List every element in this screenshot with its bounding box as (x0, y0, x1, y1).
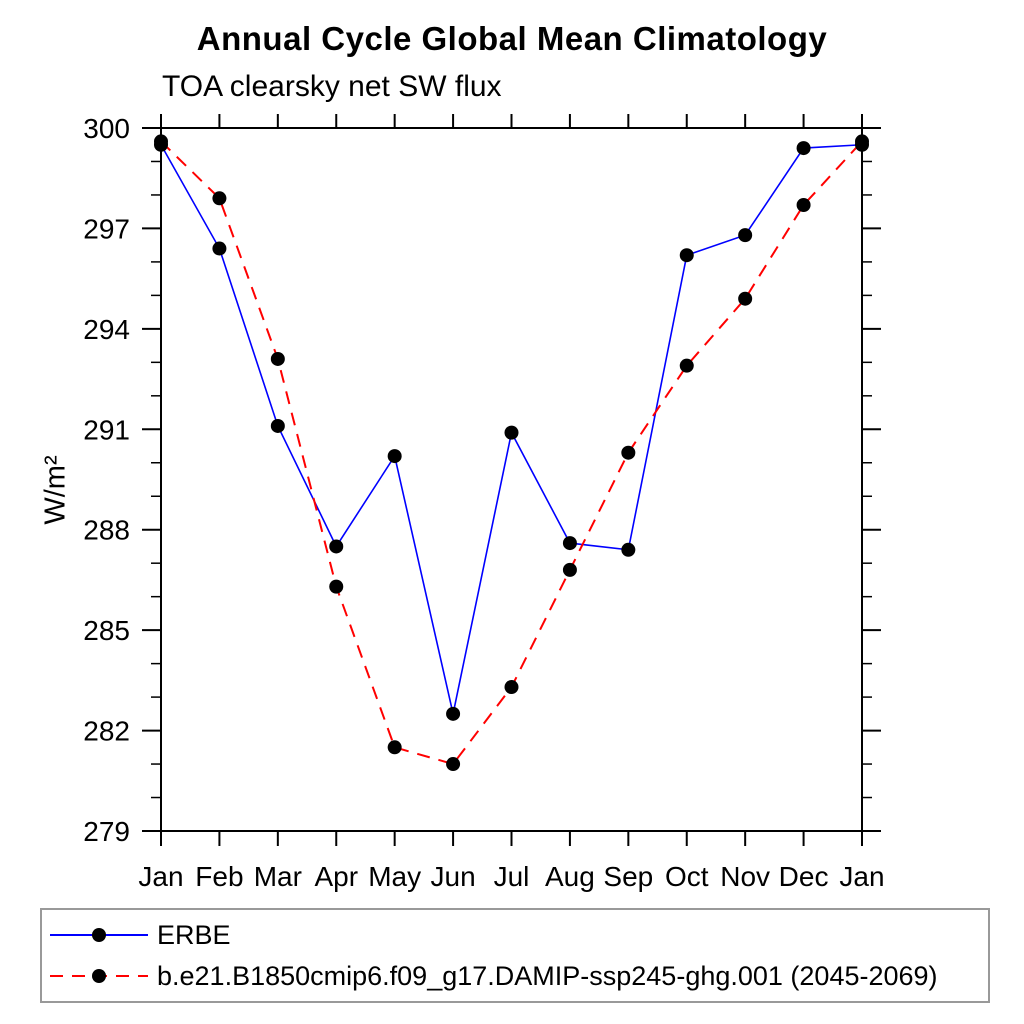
data-point-marker (738, 228, 753, 243)
y-tick-label: 297 (83, 213, 130, 244)
x-tick-label: Sep (603, 861, 653, 892)
data-point-marker (562, 536, 577, 551)
x-tick-label: Feb (195, 861, 243, 892)
data-point-marker (270, 351, 285, 366)
axis-frame (160, 127, 863, 832)
data-point-marker (679, 358, 694, 373)
chart-title: Annual Cycle Global Mean Climatology (196, 20, 828, 57)
y-tick-label: 285 (83, 615, 130, 646)
data-point-marker (738, 291, 753, 306)
data-point-marker (387, 740, 402, 755)
x-tick-label: Aug (545, 861, 595, 892)
data-point-marker (855, 134, 869, 149)
data-point-marker (504, 425, 519, 440)
data-point-marker (621, 445, 636, 460)
series-line-1 (160, 140, 863, 766)
data-point-marker (387, 449, 402, 464)
legend-marker-icon (92, 969, 106, 983)
y-tick-label: 300 (83, 113, 130, 144)
x-tick-label: Nov (720, 861, 770, 892)
data-point-marker (329, 539, 344, 554)
x-tick-label: Apr (314, 861, 358, 892)
y-tick-label: 282 (83, 716, 130, 747)
data-point-marker (212, 191, 227, 206)
legend-line-sample-dashed (50, 969, 148, 983)
x-tick-label: Jun (431, 861, 476, 892)
x-tick-label: Mar (254, 861, 302, 892)
y-tick-label: 288 (83, 515, 130, 546)
data-point-marker (796, 141, 811, 156)
x-tick-label: Oct (665, 861, 709, 892)
x-tick-label: Dec (779, 861, 829, 892)
y-tick-label: 279 (83, 816, 130, 847)
y-tick-label: 291 (83, 414, 130, 445)
data-point-marker (679, 248, 694, 263)
legend-line-sample-solid (50, 928, 148, 942)
x-tick-label: May (368, 861, 421, 892)
data-point-marker (212, 241, 227, 256)
data-point-marker (796, 197, 811, 212)
data-point-marker (446, 757, 461, 772)
y-tick-label: 294 (83, 314, 130, 345)
x-tick-label: Jan (839, 861, 884, 892)
legend: ERBE b.e21.B1850cmip6.f09_g17.DAMIP-ssp2… (40, 908, 990, 1003)
data-point-marker (562, 562, 577, 577)
legend-label: ERBE (157, 919, 231, 950)
data-point-marker (270, 418, 285, 433)
legend-label: b.e21.B1850cmip6.f09_g17.DAMIP-ssp245-gh… (157, 960, 938, 991)
data-point-marker (154, 134, 168, 149)
x-tick-label: Jan (138, 861, 183, 892)
data-point-marker (329, 579, 344, 594)
data-point-marker (446, 706, 461, 721)
data-point-marker (621, 542, 636, 557)
data-point-marker (504, 680, 519, 695)
chart-subtitle: TOA clearsky net SW flux (162, 70, 502, 103)
legend-item-model: b.e21.B1850cmip6.f09_g17.DAMIP-ssp245-gh… (47, 956, 988, 997)
legend-item-erbe: ERBE (47, 915, 988, 956)
legend-marker-icon (92, 928, 106, 942)
x-tick-label: Jul (494, 861, 530, 892)
